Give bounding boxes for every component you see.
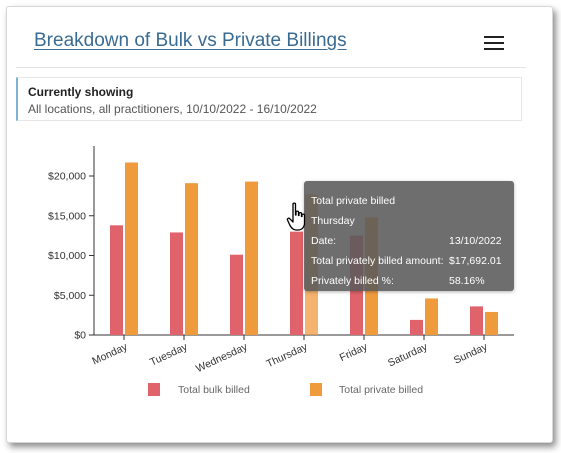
y-tick-label: $0: [74, 330, 86, 342]
bar-bulk-thursday[interactable]: [290, 231, 303, 335]
bar-private-sunday[interactable]: [485, 311, 498, 335]
x-tick-label: Wednesday: [194, 341, 250, 376]
bar-bulk-tuesday[interactable]: [170, 232, 183, 335]
tooltip-subtitle: Thursday: [311, 215, 355, 227]
tooltip-amount-value: $17,692.01: [449, 255, 502, 267]
bar-bulk-wednesday[interactable]: [230, 254, 243, 335]
chart-tooltip: Total private billed Thursday Date: 13/1…: [304, 181, 514, 291]
filter-summary-panel: Currently showing All locations, all pra…: [16, 77, 522, 121]
y-tick-label: $10,000: [48, 250, 86, 262]
legend-swatch-private[interactable]: [310, 383, 322, 396]
x-tick-label: Monday: [90, 341, 130, 368]
tooltip-date-value: 13/10/2022: [449, 235, 502, 247]
tooltip-title: Total private billed: [311, 195, 396, 207]
bar-bulk-saturday[interactable]: [410, 319, 423, 335]
page-title[interactable]: Breakdown of Bulk vs Private Billings: [34, 30, 347, 51]
x-tick-label: Sunday: [452, 341, 490, 367]
y-tick-label: $5,000: [54, 290, 86, 302]
x-tick-label: Thursday: [265, 341, 310, 371]
y-axis: $0 $5,000 $10,000 $15,000 $20,000: [48, 146, 95, 342]
header-divider: [16, 67, 526, 68]
bar-bulk-monday[interactable]: [110, 225, 123, 335]
legend-label-bulk[interactable]: Total bulk billed: [178, 384, 250, 396]
tooltip-percent-value: 58.16%: [449, 275, 485, 287]
x-tick-label: Saturday: [386, 341, 430, 370]
legend-swatch-bulk[interactable]: [148, 383, 160, 396]
bar-private-monday[interactable]: [125, 162, 138, 335]
bar-bulk-sunday[interactable]: [470, 306, 483, 335]
legend-label-private[interactable]: Total private billed: [339, 384, 424, 396]
bar-private-wednesday[interactable]: [245, 181, 258, 335]
tooltip-amount-label: Total privately billed amount:: [311, 255, 444, 267]
tooltip-date-label: Date:: [311, 235, 337, 247]
x-tick-label: Friday: [338, 341, 370, 365]
bar-private-tuesday[interactable]: [185, 183, 198, 335]
x-tick-label: Tuesday: [148, 341, 190, 369]
y-tick-label: $15,000: [48, 210, 86, 222]
bar-private-saturday[interactable]: [425, 298, 438, 335]
y-tick-label: $20,000: [48, 171, 86, 183]
currently-showing-label: Currently showing: [28, 85, 134, 99]
filter-summary-text: All locations, all practitioners, 10/10/…: [28, 102, 317, 116]
x-axis: Monday Tuesday Wednesday Thursday Friday Satu…: [90, 334, 514, 376]
hand-pointer-cursor-icon: [286, 202, 306, 231]
hamburger-menu-icon[interactable]: [484, 34, 506, 52]
tooltip-percent-label: Privately billed %:: [311, 275, 394, 287]
